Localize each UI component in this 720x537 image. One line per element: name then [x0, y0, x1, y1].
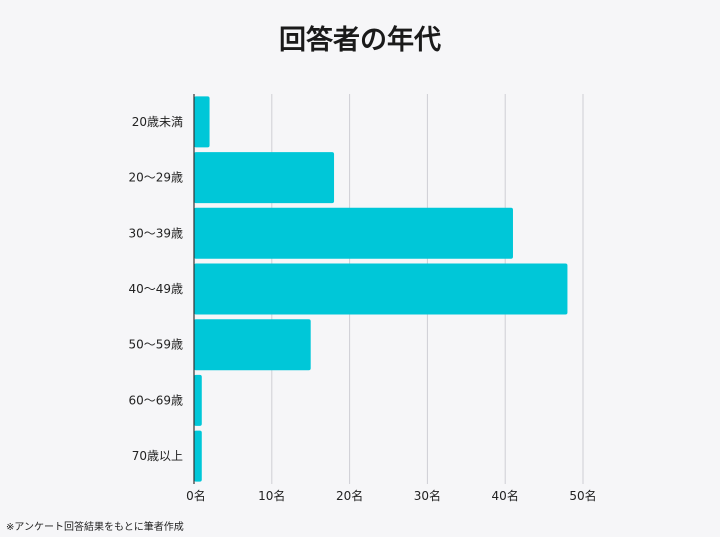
x-tick-label: 10名 [258, 488, 285, 503]
category-label: 20歳未満 [132, 115, 183, 129]
category-label: 70歳以上 [132, 449, 183, 463]
category-label: 30～39歳 [128, 226, 183, 240]
chart-title: 回答者の年代 [279, 25, 441, 56]
category-label: 40～49歳 [128, 282, 183, 296]
bar [194, 96, 210, 148]
x-tick-label: 0名 [186, 488, 206, 503]
category-label: 60～69歳 [128, 393, 183, 407]
category-label: 50～59歳 [128, 338, 183, 352]
bar [194, 263, 568, 315]
bar [194, 374, 202, 426]
bar [194, 207, 513, 259]
bar [194, 319, 311, 371]
x-tick-labels: 0名 10名 20名 30名 40名 50名 [186, 488, 596, 503]
x-tick-label: 20名 [336, 488, 363, 503]
category-labels: 20歳未満 20～29歳 30～39歳 40～49歳 50～59歳 60～69歳 70歳以上 [128, 115, 183, 463]
x-tick-label: 50名 [569, 488, 596, 503]
bar [194, 152, 335, 204]
bars [194, 96, 568, 482]
bar [194, 430, 202, 482]
source-note: ※アンケート回答結果をもとに筆者作成 [6, 522, 184, 533]
category-label: 20～29歳 [128, 171, 183, 185]
x-tick-label: 30名 [414, 488, 441, 503]
x-tick-label: 40名 [492, 488, 519, 503]
